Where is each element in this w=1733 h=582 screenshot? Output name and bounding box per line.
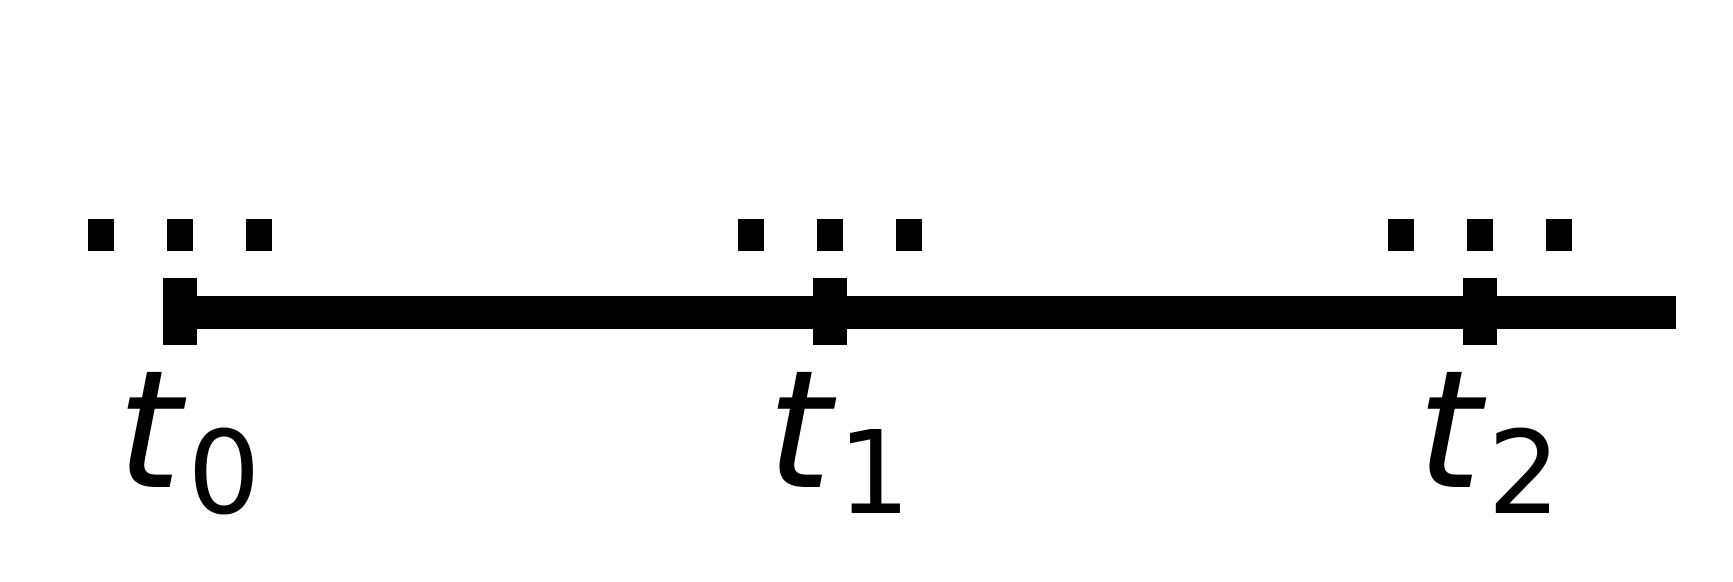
ellipsis-dot bbox=[738, 219, 764, 251]
ellipsis-dot bbox=[896, 219, 922, 251]
ellipsis-dot bbox=[167, 219, 193, 251]
ellipsis-dot bbox=[817, 219, 843, 251]
tick-label-subscript: 1 bbox=[837, 407, 910, 541]
tick-label-subscript: 2 bbox=[1487, 407, 1560, 541]
tick-mark-0 bbox=[163, 278, 197, 345]
ellipsis-dot bbox=[246, 219, 272, 251]
ellipsis-dot bbox=[1388, 219, 1414, 251]
tick-mark-2 bbox=[1463, 278, 1497, 345]
tick-group: t0 t1 t2 bbox=[88, 219, 1572, 541]
ellipsis-dot bbox=[1467, 219, 1493, 251]
ellipsis-dot bbox=[1546, 219, 1572, 251]
tick-label-1: t1 bbox=[767, 335, 910, 541]
tick-label-subscript: 0 bbox=[187, 407, 260, 541]
tick-label-variable: t bbox=[117, 335, 187, 526]
tick-label-0: t0 bbox=[117, 335, 260, 541]
timeline-axis bbox=[163, 296, 1676, 329]
tick-label-2: t2 bbox=[1417, 335, 1560, 541]
ellipsis-dot bbox=[88, 219, 114, 251]
tick-mark-1 bbox=[813, 278, 847, 345]
tick-label-variable: t bbox=[1417, 335, 1487, 526]
tick-label-variable: t bbox=[767, 335, 837, 526]
